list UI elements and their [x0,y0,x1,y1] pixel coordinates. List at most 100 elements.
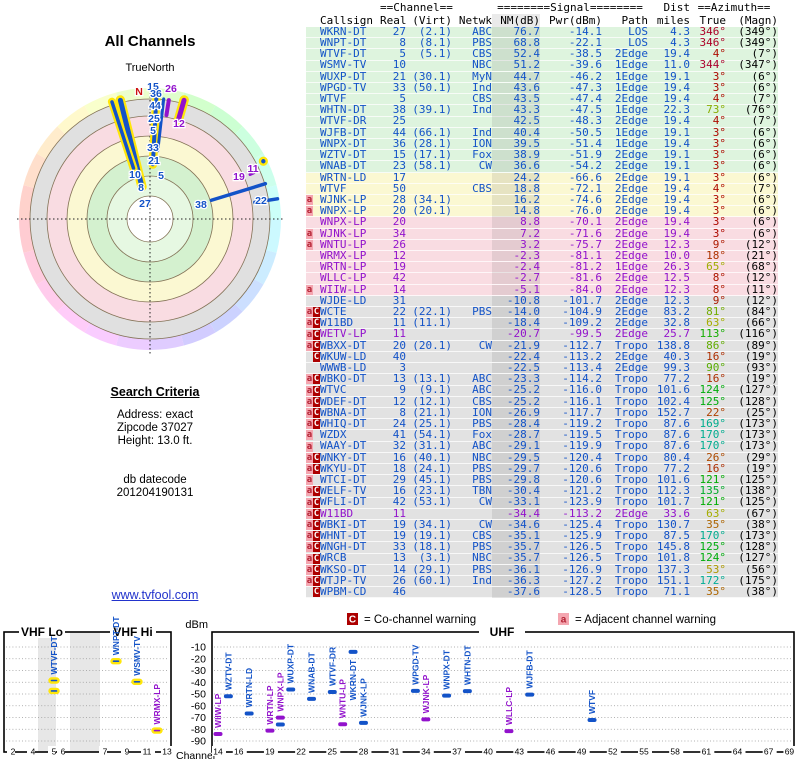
signal-label-WPGD-TV: WPGD-TV [410,644,420,684]
cell-az_magn: (6°) [751,80,779,94]
cell-nm_db: -34.4 [492,508,540,520]
cell-miles: 33.6 [663,506,691,520]
cell-real: 16 [392,450,406,464]
cell-nm_db: 42.5 [492,116,540,127]
cell-callsign: WSMV-TV [320,58,367,72]
cell-real: 25 [392,114,406,128]
cell-virt: (2.1) [418,24,452,38]
cell-az_magn: (67°) [744,506,778,520]
cell-pwr_dbm: -127.2 [562,573,602,587]
y-tick-label: -10 [191,642,206,654]
cell-miles: 4.3 [670,24,690,38]
cell-miles: 101.7 [656,495,690,509]
cell-path: Tropo [614,450,648,464]
cell-az_magn: (93°) [744,360,778,374]
cell-path: 2Edge [614,316,648,330]
signal-label-WKRN-DT: WKRN-DT [348,659,358,700]
cell-real: 12 [392,394,406,408]
table-row: WRMX-LP 12 -2.3 -81.1 2Edge 10.0 18° (21°) [306,248,778,263]
cell-netwk: ABC [472,24,492,38]
cell-az_magn: (6°) [751,204,779,218]
cell-path: Tropo [614,529,648,542]
cell-path: 2Edge [614,327,648,341]
cell-callsign: WBKI-DT [320,517,367,531]
cell-real: 29 [392,472,406,486]
table-row: a C WHNT-DT 19 (19.1) CBS -35.1 -125.9 Tropo 87.5… [306,529,778,543]
channel-tick-label: 7 [103,747,108,757]
cell-path: LOS [628,36,648,50]
cell-az_true: 18° [706,248,726,262]
cell-pwr_dbm: -126.5 [562,551,602,565]
cell-real: 19 [392,529,406,542]
cell-path: 2Edge [614,114,648,128]
table-row: a C WNGH-DT 33 (18.1) PBS -35.7 -126.5 Tropo 145.… [306,541,778,554]
warning-markers [306,218,320,228]
cell-path: 2Edge [614,360,648,374]
cell-miles: 25.7 [663,327,691,341]
cell-netwk: Fox [472,148,492,162]
cell-pwr_dbm: -120.6 [562,461,602,475]
radar-north-reference: TrueNorth [125,62,175,74]
signal-label-WNPX-LP: WNPX-LP [275,672,285,712]
col-header-az_true: True [699,14,727,27]
cell-nm_db: -10.8 [492,295,540,307]
y-axis-label: dBm [185,619,208,631]
co-channel-warning-icon: C [313,329,320,340]
cell-az_true: 346° [699,24,727,38]
table-row: a C WELF-TV 16 (23.1) TBN -30.4 -121.2 Tropo 112.… [306,484,778,498]
cell-az_magn: (38°) [744,585,778,599]
cell-pwr_dbm: -51.4 [568,136,602,150]
cell-path: Tropo [614,383,648,397]
table-row: WTVF-DT 5 (5.1) CBS 52.4 -38.5 2Edge 19.4 4° (7°) [306,47,778,61]
cell-az_magn: (138°) [738,484,778,498]
cell-real: 3 [399,360,406,374]
cell-netwk: Ind [472,103,492,117]
co-channel-warning-icon: C [313,419,320,430]
cell-nm_db: 76.7 [492,26,540,38]
warning-markers [306,139,320,149]
cell-netwk: PBS [472,416,492,430]
cell-az_magn: (21°) [744,248,778,262]
cell-netwk: Ind [472,573,492,587]
table-row: a C WCTE 22 (22.1) PBS -14.0 -104.9 2Edge 83.2 81°… [306,304,778,319]
adjacent-channel-warning-icon: a [306,228,313,239]
cell-path: 2Edge [614,282,648,296]
cell-nm_db: 3.2 [492,239,540,251]
warning-markers [306,72,320,82]
channel-tick-label: 67 [764,747,774,757]
warning-markers: a [306,228,320,239]
cell-real: 5 [399,92,406,106]
cell-az_true: 113° [699,327,727,341]
table-row: WUXP-DT 21 (30.1) MyN 44.7 -46.2 1Edge 19.1 3° (6… [306,69,778,84]
cell-path: 2Edge [614,293,648,307]
cell-az_true: 9° [712,237,726,251]
adjacent-channel-warning-icon: a [306,206,313,217]
cell-callsign: WTVF-DT [320,47,367,61]
cell-virt: (21.1) [412,405,452,419]
table-row: a WJNK-LP 34 7.2 -71.6 2Edge 19.4 3° (6°) [306,228,778,240]
cell-callsign: W11BD [320,316,354,330]
warning-markers [306,296,320,306]
cell-real: 9 [399,383,406,397]
table-row: WJFB-DT 44 (66.1) Ind 40.4 -50.5 1Edge 19.1 3° (6… [306,127,778,140]
cell-az_magn: (12°) [744,293,778,307]
table-row: a C WBKI-DT 19 (34.1) CW -34.6 -125.4 Tropo 130.7… [306,517,778,532]
table-row: WJDE-LD 31 -10.8 -101.7 2Edge 12.3 9° (12°) [306,293,778,308]
cell-virt: (13.1) [412,372,452,386]
cell-virt: (39.1) [412,103,452,117]
tvfool-link[interactable]: www.tvfool.com [111,588,199,602]
cell-netwk: CBS [472,92,492,106]
cell-az_true: 26° [706,450,726,464]
cell-netwk: CW [478,338,492,352]
cell-virt: (50.1) [412,80,452,94]
cell-miles: 19.4 [663,92,691,106]
cell-miles: 87.6 [663,439,691,453]
cell-virt: (22.1) [412,304,452,318]
cell-virt: (53.1) [412,495,452,509]
cell-real: 40 [392,349,406,363]
cell-pwr_dbm: -46.2 [568,69,602,83]
radar-channel-label: 26 [165,83,177,95]
